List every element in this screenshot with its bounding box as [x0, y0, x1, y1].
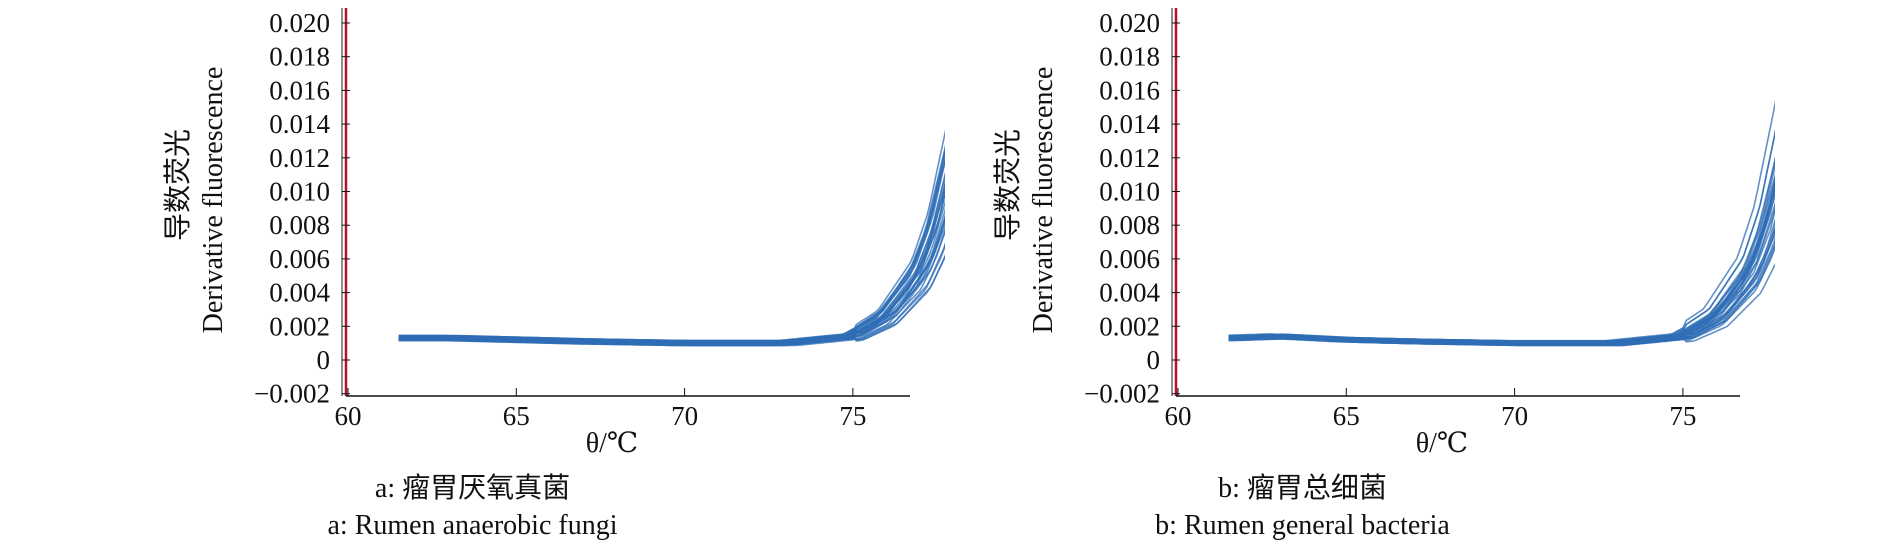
melt-curve: [1228, 207, 1775, 342]
y-tick-label: 0.018: [1099, 42, 1160, 72]
y-axis-label: Derivative fluorescence: [198, 67, 229, 334]
chart-panel-a: −0.002 0 0.002 0.004 0.006 0.008 0.010 0.012 0.0…: [162, 8, 945, 541]
y-tick-label: 0.020: [1099, 8, 1160, 38]
caption-cn-b: b: 瘤胃总细菌: [1218, 473, 1387, 504]
y-tick-label: 0.012: [269, 143, 330, 173]
y-tick-label: 0.014: [1099, 109, 1160, 139]
melt-curve: [1228, 172, 1775, 342]
melt-curve: [1228, 244, 1775, 345]
melt-curve: [1228, 128, 1775, 343]
y-axis-label: Derivative fluorescence: [1028, 67, 1059, 334]
caption-en-a: a: Rumen anaerobic fungi: [327, 510, 618, 541]
caption-cn-a: a: 瘤胃厌氧真菌: [374, 473, 571, 504]
x-axis-label: θ/℃: [586, 428, 639, 459]
y-tick-label: 0.018: [269, 42, 330, 72]
melt-curve: [1228, 99, 1775, 343]
y-tick-label: 0.016: [1099, 75, 1160, 105]
x-axis-label: θ/℃: [1416, 428, 1469, 459]
melt-curve: [1228, 176, 1775, 345]
x-tick-label: 60: [1165, 401, 1192, 431]
y-tick-label: 0.004: [1099, 278, 1160, 308]
y-axis-label-cn: 导数荧光: [162, 129, 194, 241]
y-tick-label: 0.010: [1099, 177, 1160, 207]
chart-panel-b: −0.002 0 0.002 0.004 0.006 0.008 0.010 0.012 0.0…: [830, 0, 1775, 549]
curve-group: [398, 129, 945, 347]
y-tick-label: 0: [1147, 345, 1161, 375]
y-tick-label: −0.002: [254, 379, 330, 409]
y-tick-label: 0.002: [1099, 311, 1160, 341]
melt-curve: [1228, 182, 1775, 343]
y-axis-label-cn: 导数荧光: [992, 129, 1024, 241]
melt-curve: [1228, 129, 1775, 342]
melt-curve: [1228, 184, 1775, 346]
melt-curve: [1228, 222, 1775, 343]
y-tick-label: 0.012: [1099, 143, 1160, 173]
x-tick-label: 75: [839, 401, 866, 431]
x-tick-label: 65: [1333, 401, 1360, 431]
melt-curve: [1228, 229, 1775, 343]
x-tick-label: 60: [335, 401, 362, 431]
y-tick-label: 0: [317, 345, 331, 375]
y-tick-label: 0.006: [1099, 244, 1160, 274]
x-tick-label: 75: [1669, 401, 1696, 431]
x-tick-label: 65: [503, 401, 530, 431]
y-tick-label: 0.016: [269, 75, 330, 105]
x-tick-label: 70: [1501, 401, 1528, 431]
y-tick-label: 0.008: [269, 210, 330, 240]
y-tick-label: 0.004: [269, 278, 330, 308]
melt-curve: [1228, 227, 1775, 345]
y-tick-label: 0.010: [269, 177, 330, 207]
melt-curve: [398, 220, 945, 343]
y-tick-label: −0.002: [1084, 379, 1160, 409]
melt-curve: [398, 199, 945, 345]
melt-curve: [1228, 176, 1775, 344]
y-tick-label: 0.002: [269, 311, 330, 341]
caption-en-b: b: Rumen general bacteria: [1155, 510, 1450, 541]
melt-curve: [398, 230, 945, 342]
x-tick-label: 70: [671, 401, 698, 431]
y-tick-label: 0.020: [269, 8, 330, 38]
melt-curve: [1228, 155, 1775, 344]
y-tick-label: 0.014: [269, 109, 330, 139]
y-tick-label: 0.008: [1099, 210, 1160, 240]
melt-curve: [1228, 162, 1775, 346]
curve-group: [1228, 99, 1775, 347]
y-tick-label: 0.006: [269, 244, 330, 274]
